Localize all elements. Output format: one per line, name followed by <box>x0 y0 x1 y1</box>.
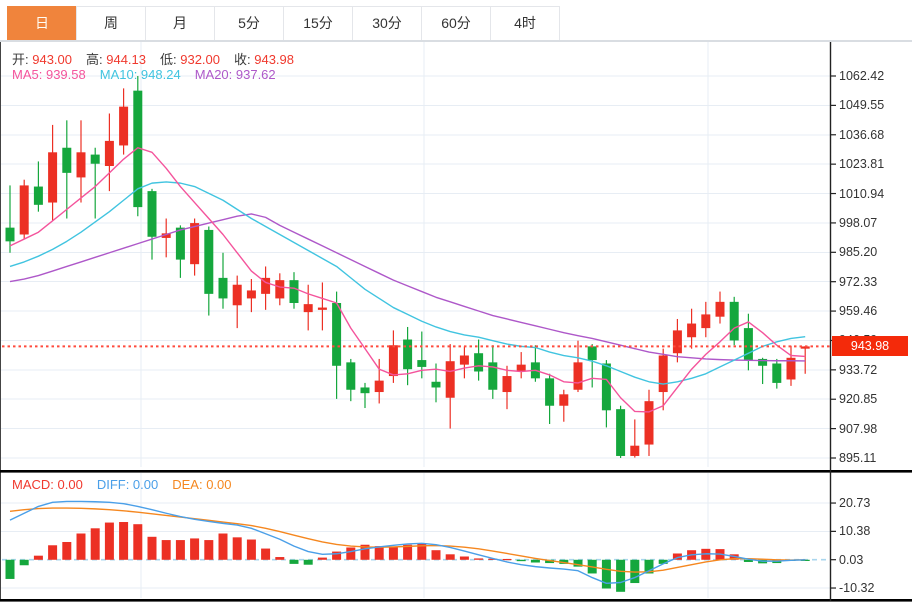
macd-series <box>5 500 810 592</box>
ma-legend-ma10: MA10: 948.24 <box>99 67 181 82</box>
price-tick-label-6: 985.20 <box>839 245 878 260</box>
macd-legend: MACD: 0.00 DIFF: 0.00 DEA: 0.00 <box>12 477 246 492</box>
ohlc-legend-close: 收: 943.98 <box>234 52 294 67</box>
price-tick-label-4: 1010.94 <box>839 186 885 201</box>
price-tick-label-8: 959.46 <box>839 304 878 319</box>
ohlc-legend: 开: 943.00 高: 944.13 低: 932.00 收: 943.98 <box>12 49 308 68</box>
ohlc-legend-low: 低: 932.00 <box>160 52 220 67</box>
price-tick-label-3: 1023.81 <box>839 157 885 172</box>
ohlc-legend-high: 高: 944.13 <box>86 52 146 67</box>
timeframe-tabbar: 日周月 5分 15分 30分 60分 4时 <box>0 0 912 41</box>
ma-legend: MA5: 939.58 MA10: 948.24 MA20: 937.62 <box>12 67 290 82</box>
macd-legend-diff: DIFF: 0.00 <box>96 477 159 492</box>
tab-timeframe-7[interactable]: 4时 <box>490 6 560 40</box>
price-tick-label-11: 920.85 <box>839 392 878 407</box>
tab-timeframe-3[interactable]: 5分 <box>214 6 284 40</box>
price-tick-label-0: 1062.42 <box>839 69 885 83</box>
candlestick-series <box>5 76 810 458</box>
macd-tick-label-2: 0.03 <box>839 552 864 567</box>
price-tick-label-12: 907.98 <box>839 421 878 436</box>
macd-tick-label-0: 20.73 <box>839 496 871 511</box>
tab-timeframe-4[interactable]: 15分 <box>283 6 353 40</box>
macd-legend-macd: MACD: 0.00 <box>12 477 83 492</box>
ma-legend-ma20: MA20: 937.62 <box>194 67 276 82</box>
price-tick-label-5: 998.07 <box>839 215 878 230</box>
ohlc-legend-open: 开: 943.00 <box>12 52 72 67</box>
tab-timeframe-5[interactable]: 30分 <box>352 6 422 40</box>
ma-legend-ma5: MA5: 939.58 <box>12 67 86 82</box>
price-tick-label-10: 933.72 <box>839 362 878 377</box>
current-price-badge: 943.98 <box>832 336 908 357</box>
macd-tick-label-1: 10.38 <box>839 524 871 539</box>
price-tick-label-7: 972.33 <box>839 274 878 289</box>
price-tick-label-1: 1049.55 <box>839 98 885 113</box>
tab-timeframe-0[interactable]: 日 <box>7 6 77 40</box>
price-tick-label-13: 895.11 <box>839 451 877 465</box>
price-tick-label-2: 1036.68 <box>839 127 885 142</box>
macd-legend-dea: DEA: 0.00 <box>172 477 232 492</box>
macd-tick-label-3: -10.32 <box>839 581 875 596</box>
